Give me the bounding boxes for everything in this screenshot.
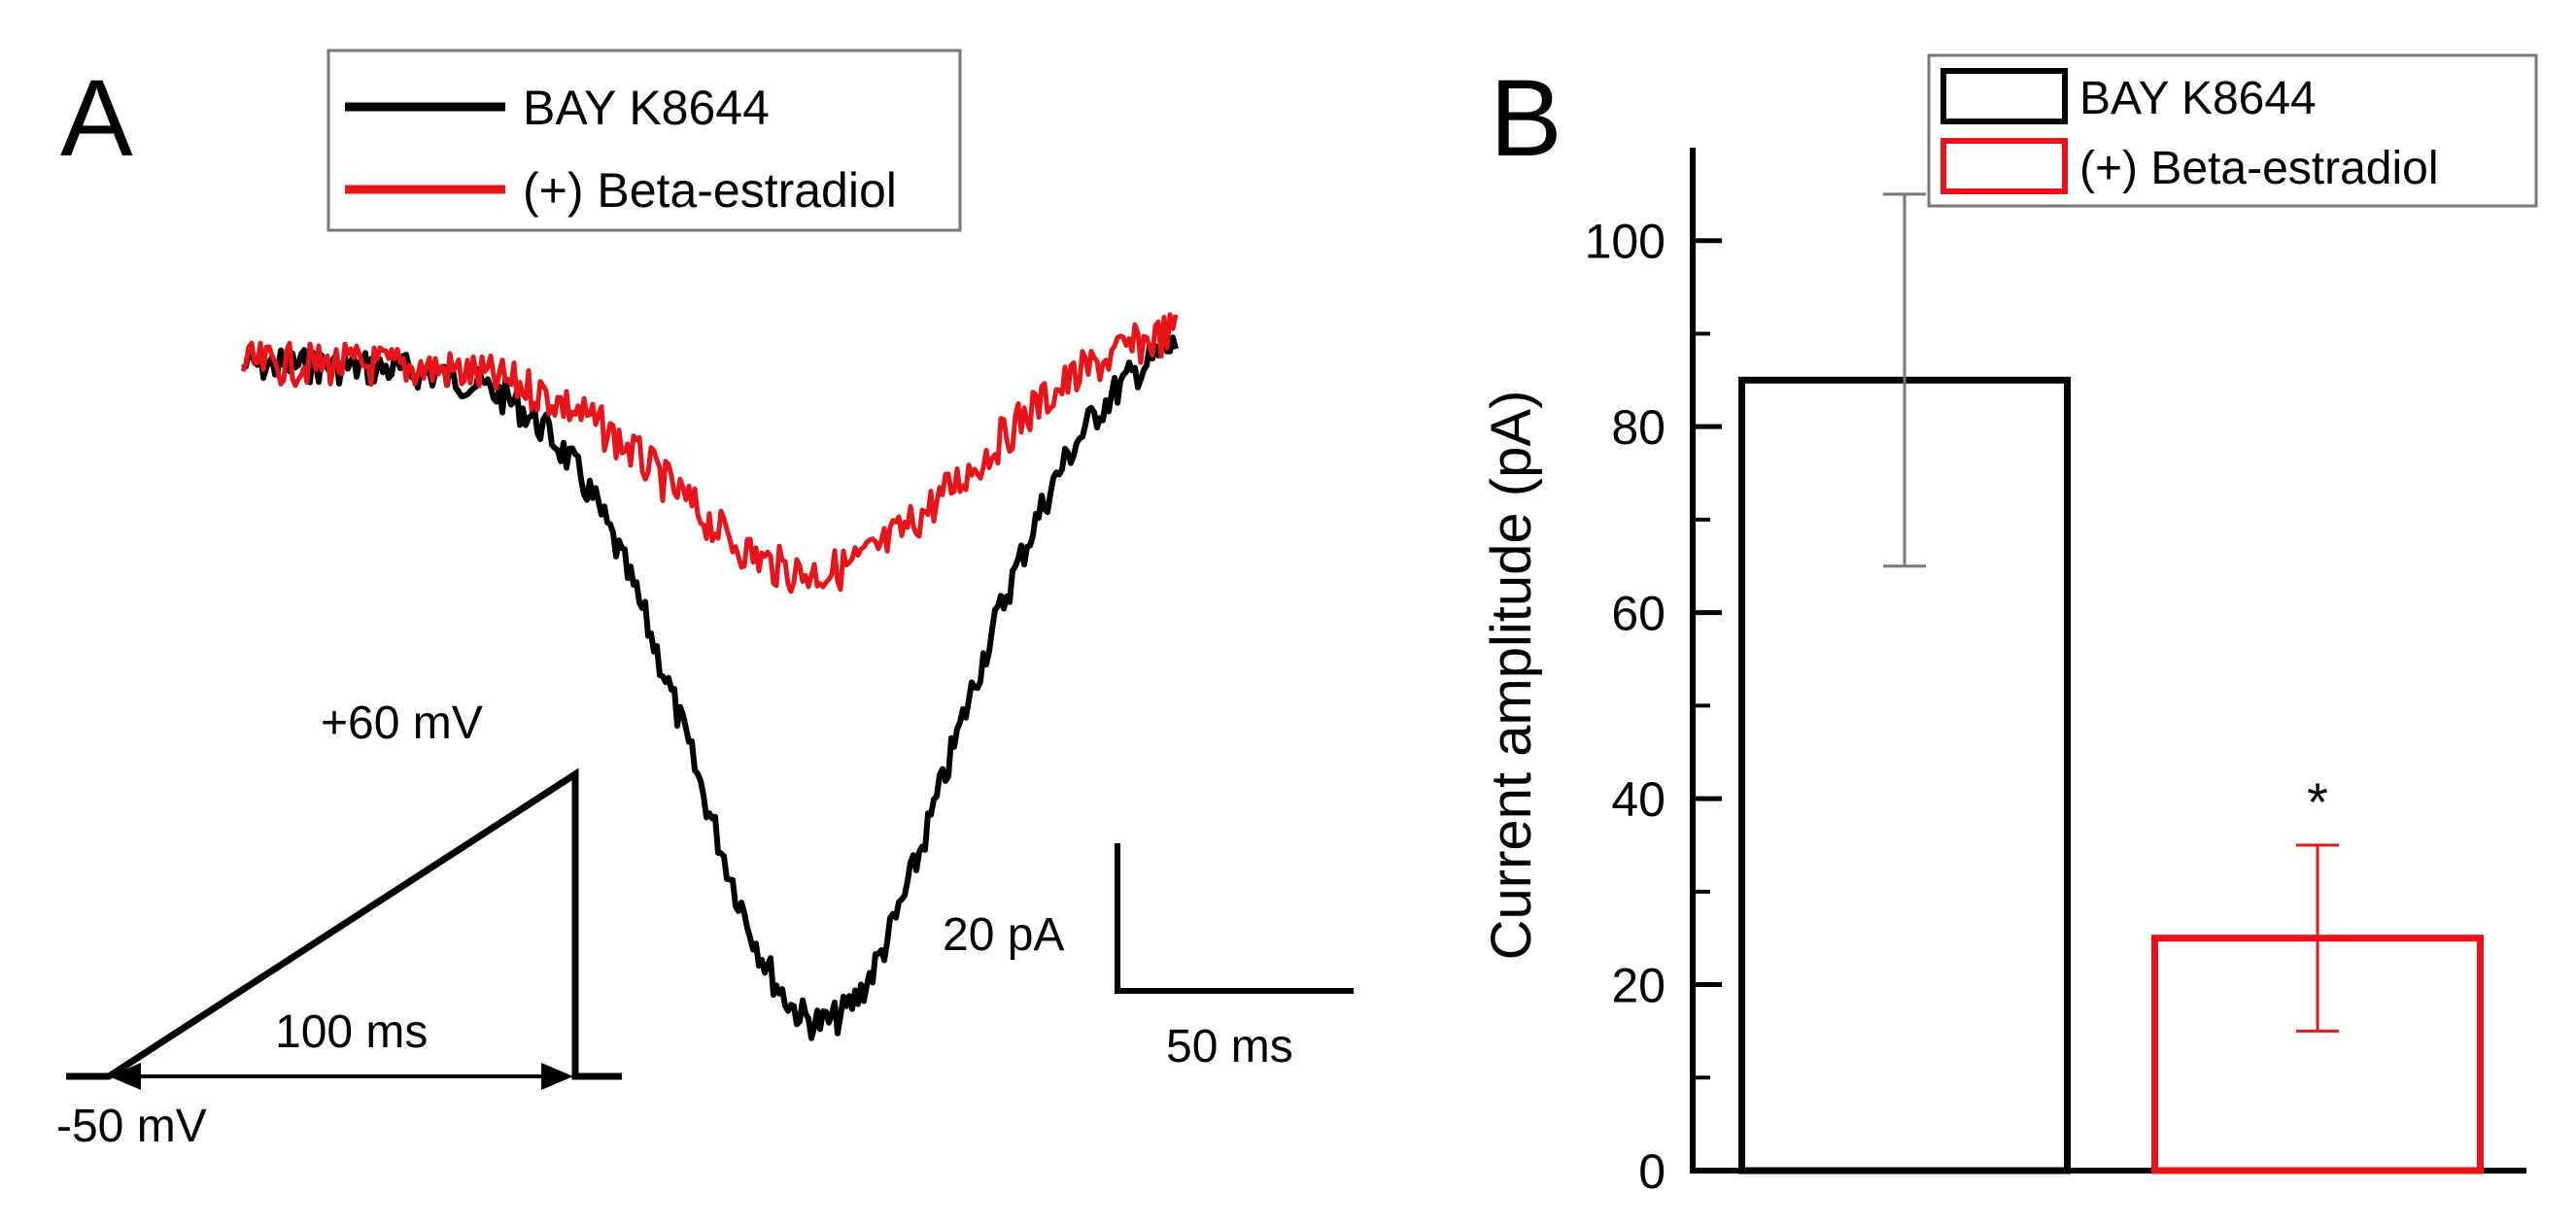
y-tick-label-20: 20 bbox=[1611, 959, 1666, 1013]
panel-b-legend-swatch-estradiol bbox=[1941, 138, 2068, 194]
protocol-duration-arrow-right bbox=[541, 1063, 573, 1090]
bars: * bbox=[1738, 192, 2484, 1174]
panel-a-legend-label-estradiol: (+) Beta-estradiol bbox=[523, 163, 897, 218]
y-tick-label-80: 80 bbox=[1611, 400, 1666, 455]
y-tick-label-0: 0 bbox=[1638, 1144, 1666, 1199]
voltage-protocol: +60 mV 100 ms -50 mV bbox=[56, 698, 622, 1152]
protocol-duration-label: 100 ms bbox=[275, 1006, 428, 1058]
panel-b-legend-label-estradiol: (+) Beta-estradiol bbox=[2079, 143, 2439, 194]
significance-marker-1: * bbox=[2307, 771, 2328, 833]
voltage-ramp bbox=[66, 767, 622, 1080]
protocol-peak-label: +60 mV bbox=[321, 698, 483, 749]
bar-1 bbox=[2151, 935, 2484, 1174]
panel-b-legend: BAY K8644 (+) Beta-estradiol bbox=[1927, 53, 2538, 208]
y-axis-label: Current amplitude (pA) bbox=[1480, 391, 1543, 961]
panel-a-legend: BAY K8644 (+) Beta-estradiol bbox=[326, 49, 962, 232]
trace-beta-estradiol bbox=[240, 312, 1179, 595]
panel-b-legend-swatch-bay bbox=[1941, 68, 2068, 124]
panel-a-legend-box bbox=[326, 49, 962, 232]
panel-a: A BAY K8644 (+) Beta-estradiol +60 mV 10… bbox=[56, 49, 1354, 1152]
y-tick-label-60: 60 bbox=[1611, 587, 1666, 641]
protocol-duration-arrow-left bbox=[109, 1063, 141, 1090]
panel-a-legend-label-bay: BAY K8644 bbox=[523, 81, 770, 135]
scale-bar: 20 pA 50 ms bbox=[943, 843, 1354, 1072]
scale-bar-lines bbox=[1115, 843, 1354, 994]
scale-bar-current-label: 20 pA bbox=[943, 909, 1064, 961]
y-tick-label-40: 40 bbox=[1611, 772, 1666, 827]
panel-b-legend-label-bay: BAY K8644 bbox=[2079, 73, 2317, 124]
panel-a-label: A bbox=[60, 57, 133, 179]
y-axis-ticks: 0 20 40 60 80 100 bbox=[1585, 215, 1722, 1199]
panel-b-label: B bbox=[1490, 57, 1563, 179]
protocol-holding-label: -50 mV bbox=[56, 1101, 207, 1152]
scale-bar-time-label: 50 ms bbox=[1166, 1021, 1293, 1072]
y-tick-label-100: 100 bbox=[1585, 215, 1666, 269]
